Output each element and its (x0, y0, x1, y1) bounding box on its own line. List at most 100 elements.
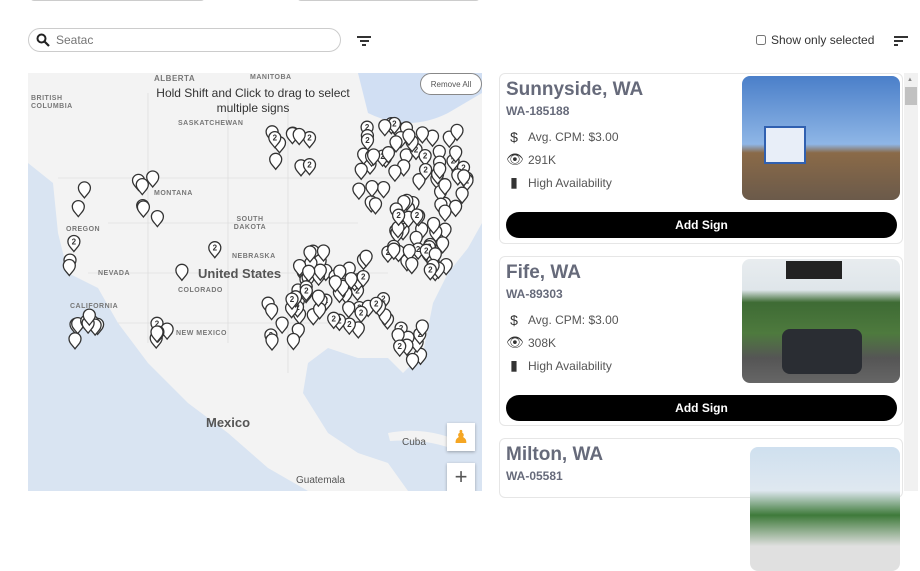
map-pin[interactable]: 2 (354, 305, 368, 324)
map-pin[interactable] (438, 204, 452, 223)
map-pin[interactable] (150, 209, 165, 228)
map-pin[interactable] (269, 152, 283, 171)
map-pin[interactable] (352, 182, 366, 201)
map-pin[interactable]: 2 (285, 292, 299, 311)
map-pin[interactable]: 2 (356, 269, 370, 288)
map-pin[interactable] (303, 245, 317, 264)
scroll-up-icon[interactable]: ▲ (907, 77, 913, 83)
map-pin[interactable] (71, 199, 85, 218)
map-pin[interactable] (405, 256, 419, 275)
map-pin[interactable]: 2 (268, 130, 282, 149)
map-pin[interactable] (342, 300, 356, 319)
scrollbar[interactable]: ▲ (904, 73, 918, 491)
map-pin[interactable] (265, 333, 279, 352)
map-pin[interactable] (433, 161, 447, 180)
show-only-selected-checkbox[interactable] (756, 35, 766, 45)
map-pin[interactable]: 2 (391, 208, 406, 227)
map-pin[interactable] (381, 146, 396, 164)
map-pin[interactable] (365, 179, 379, 198)
map-pin[interactable] (316, 244, 331, 263)
scrollbar-thumb[interactable] (905, 87, 917, 105)
map-label-nebraska: NEBRASKA (232, 253, 276, 260)
map-pin[interactable] (313, 263, 327, 282)
map-pin[interactable]: 2 (302, 131, 317, 149)
add-sign-button[interactable]: Add Sign (506, 212, 897, 238)
map-pin[interactable] (328, 275, 342, 293)
map-pin[interactable]: 2 (423, 263, 437, 281)
filter-icon[interactable] (357, 36, 371, 48)
map[interactable]: 2222222222222222222222222222222222222222… (28, 73, 482, 491)
sign-photo[interactable] (742, 76, 900, 200)
map-pin[interactable] (82, 308, 96, 327)
sort-icon[interactable] (894, 36, 908, 48)
map-pin[interactable] (77, 181, 92, 199)
remove-all-button[interactable]: Remove All (420, 73, 482, 95)
map-pin[interactable]: 2 (302, 158, 317, 176)
map-pin[interactable]: 2 (418, 162, 433, 181)
map-pin[interactable] (405, 352, 420, 371)
map-pin[interactable] (388, 164, 402, 183)
map-pin[interactable] (136, 200, 151, 219)
sign-title[interactable]: Milton, WA (506, 444, 604, 465)
map-pin[interactable] (449, 145, 463, 164)
map-pin[interactable] (438, 178, 452, 196)
map-pin[interactable] (68, 332, 82, 350)
zoom-in-button[interactable]: + (447, 463, 475, 491)
map-pin[interactable] (275, 316, 289, 335)
map-pin[interactable] (457, 169, 471, 187)
map-pin[interactable]: 2 (342, 317, 356, 336)
map-pin[interactable]: 2 (418, 148, 432, 167)
top-tab-1[interactable] (30, 0, 205, 1)
sign-card[interactable]: Milton, WA WA-05581 (499, 438, 903, 571)
map-pin[interactable] (378, 118, 392, 137)
map-pin[interactable] (150, 325, 164, 344)
street-view-pegman-icon[interactable]: ♟ (447, 423, 475, 451)
map-pin[interactable] (387, 242, 401, 261)
map-pin[interactable] (292, 127, 306, 146)
sign-title[interactable]: Fife, WA (506, 262, 581, 283)
search-bar[interactable] (28, 28, 341, 52)
map-pin[interactable] (450, 123, 464, 142)
map-pin[interactable] (402, 243, 416, 262)
show-only-selected[interactable]: Show only selected (756, 33, 874, 47)
map-pin[interactable]: 2 (369, 296, 383, 315)
sign-title[interactable]: Sunnyside, WA (506, 79, 644, 100)
map-pin[interactable]: 2 (410, 208, 424, 227)
map-pin[interactable] (359, 249, 373, 268)
map-pin[interactable] (311, 289, 326, 308)
map-pin[interactable] (376, 180, 391, 199)
map-pin[interactable]: 2 (208, 241, 222, 259)
map-pin[interactable] (286, 332, 301, 351)
map-pin[interactable] (425, 129, 440, 148)
add-sign-button[interactable]: Add Sign (506, 395, 897, 421)
map-pin[interactable] (402, 128, 416, 147)
map-pin[interactable] (354, 162, 368, 181)
map-pin[interactable] (366, 148, 381, 167)
sign-photo[interactable] (750, 447, 900, 571)
map-pin[interactable]: 2 (327, 311, 341, 330)
map-pin[interactable] (415, 319, 429, 338)
top-tab-2[interactable] (297, 0, 480, 1)
map-pin[interactable] (344, 271, 358, 290)
map-pin[interactable] (448, 199, 463, 218)
sign-photo[interactable] (742, 259, 900, 383)
sign-card[interactable]: Sunnyside, WA WA-185188 $ Avg. CPM: $3.00… (499, 73, 903, 244)
map-pin[interactable]: 2 (67, 234, 81, 253)
map-pin[interactable] (135, 177, 149, 196)
search-input[interactable] (56, 33, 316, 47)
cluster-count: 2 (418, 330, 423, 339)
map-pin[interactable] (412, 173, 426, 191)
cluster-count: 2 (461, 163, 466, 172)
map-pin[interactable] (175, 263, 189, 282)
map-pin[interactable] (455, 186, 469, 205)
map-pin[interactable] (426, 216, 441, 235)
map-pin[interactable] (146, 170, 160, 189)
map-pin[interactable]: 2 (360, 133, 375, 151)
map-pin[interactable] (415, 126, 430, 144)
map-pin[interactable] (368, 197, 383, 215)
map-pin[interactable] (264, 302, 279, 321)
sign-card[interactable]: Fife, WA WA-89303 $ Avg. CPM: $3.00 👁 308K… (499, 256, 903, 426)
map-pin[interactable]: 2 (393, 339, 407, 358)
map-pin[interactable] (62, 258, 76, 277)
map-pin[interactable] (302, 264, 316, 283)
